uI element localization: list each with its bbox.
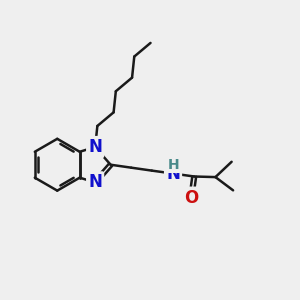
- Text: N: N: [88, 138, 102, 156]
- Text: O: O: [184, 189, 198, 207]
- Text: N: N: [88, 173, 102, 191]
- Text: H: H: [168, 158, 179, 172]
- Text: N: N: [166, 165, 180, 183]
